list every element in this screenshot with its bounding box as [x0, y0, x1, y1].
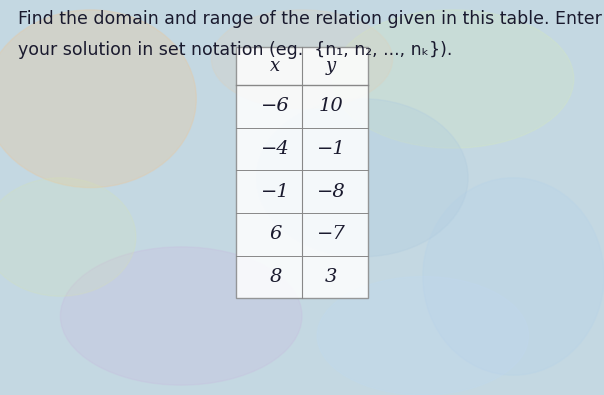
Ellipse shape	[0, 10, 196, 188]
Text: 6: 6	[269, 225, 281, 243]
Text: 10: 10	[319, 97, 344, 115]
Bar	[236, 47, 368, 298]
Ellipse shape	[211, 10, 393, 109]
Ellipse shape	[0, 178, 136, 296]
Ellipse shape	[317, 276, 528, 395]
Text: −8: −8	[317, 182, 345, 201]
Text: your solution in set notation (eg.  {n₁, n₂, ..., nₖ}).: your solution in set notation (eg. {n₁, …	[18, 41, 452, 60]
Text: y: y	[326, 57, 336, 75]
Ellipse shape	[332, 10, 574, 148]
Text: 8: 8	[269, 268, 281, 286]
Ellipse shape	[423, 178, 604, 375]
Text: x: x	[271, 57, 280, 75]
Text: −1: −1	[317, 140, 345, 158]
Ellipse shape	[257, 99, 468, 257]
Text: −7: −7	[317, 225, 345, 243]
Text: Find the domain and range of the relation given in this table. Enter: Find the domain and range of the relatio…	[18, 10, 602, 28]
Text: −1: −1	[261, 182, 290, 201]
Ellipse shape	[60, 247, 302, 385]
Text: −6: −6	[261, 97, 290, 115]
Text: 3: 3	[325, 268, 338, 286]
Text: −4: −4	[261, 140, 290, 158]
